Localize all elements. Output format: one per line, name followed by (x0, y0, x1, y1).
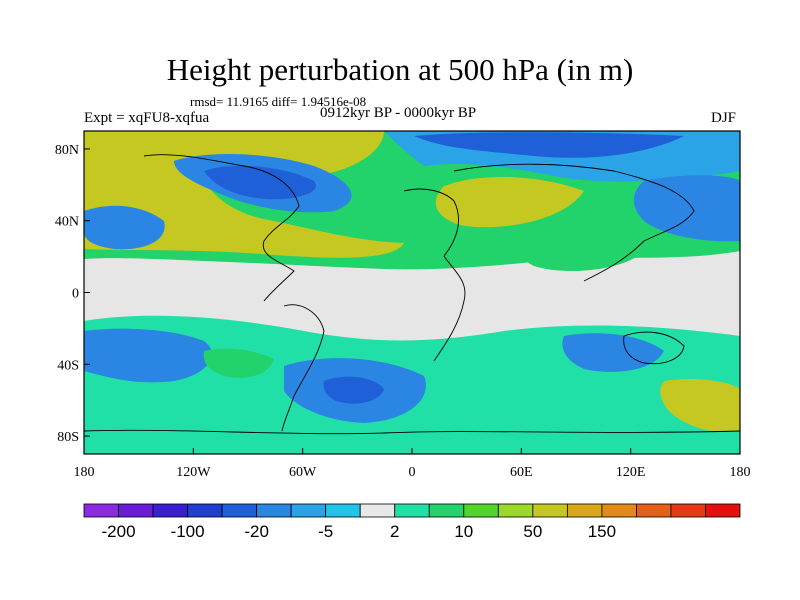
lon-tick-label: 0 (409, 465, 416, 480)
asia-green-patch (519, 239, 644, 271)
lon-tick-label: 60E (510, 465, 533, 480)
stats-text: rmsd= 11.9165 diff= 1.94516e-08 (190, 94, 367, 109)
colorbar-swatch (601, 503, 637, 518)
colorbar-swatch (497, 503, 534, 518)
antarctica-coast (84, 429, 740, 435)
colorbar-swatch (636, 503, 672, 518)
colorbar-labels: -200 -100 -20 -5 2 10 50 150 (102, 522, 617, 541)
colorbar-swatches (83, 503, 741, 518)
antarctic-band (84, 431, 740, 454)
colorbar-label: 2 (390, 522, 399, 541)
experiment-label: Expt = xqFU8-xqfua (84, 110, 210, 126)
colorbar-label: 50 (523, 522, 542, 541)
colorbar-swatch (463, 503, 499, 518)
australia-coast (623, 331, 685, 365)
colorbar-swatch (325, 503, 361, 518)
lon-tick-label: 180 (74, 465, 95, 480)
na-trough-core (204, 165, 316, 200)
npacific-trough (633, 175, 740, 242)
colorbar-label: -200 (102, 522, 136, 541)
season-label: DJF (711, 110, 737, 126)
colorbar-label: -5 (318, 522, 333, 541)
colorbar-label: -20 (244, 522, 269, 541)
lon-tick-label: 120E (616, 465, 646, 480)
colorbar-swatch (187, 503, 223, 518)
spacific-ridge (660, 378, 740, 433)
colorbar-swatch (359, 503, 396, 518)
colorbar: -200 -100 -20 -5 2 10 50 150 (83, 503, 741, 541)
lat-tick-label: 40S (57, 358, 79, 373)
field-layer (84, 131, 740, 454)
colorbar-swatch (670, 503, 706, 518)
coastlines (84, 154, 740, 435)
africa-europe-coast (403, 188, 466, 362)
satlantic-trough-core (323, 376, 384, 404)
lat-tick-label: 40N (55, 215, 79, 230)
lat-tick-label: 0 (72, 287, 79, 302)
north-america-coast (143, 154, 300, 302)
period-label: 0912kyr BP - 0000kyr BP (320, 105, 477, 121)
colorbar-label: 150 (588, 522, 616, 541)
lon-tick-label: 60W (289, 465, 317, 480)
eurasia-ridge (435, 176, 584, 228)
colorbar-swatch (83, 503, 119, 518)
west-pacific-trough (84, 205, 165, 250)
lat-tick-label: 80N (55, 143, 79, 158)
colorbar-swatch (221, 503, 258, 518)
indian-ocean-trough (562, 333, 664, 372)
lon-tick-label: 180 (730, 465, 751, 480)
latitude-axis: 80N 40N 0 40S 80S (55, 143, 90, 445)
colorbar-label: -100 (171, 522, 205, 541)
colorbar-swatch (290, 503, 327, 518)
lon-tick-label: 120W (176, 465, 211, 480)
colorbar-label: 10 (454, 522, 473, 541)
colorbar-swatch (152, 503, 188, 518)
colorbar-swatch (566, 503, 603, 518)
south-america-coast (281, 304, 325, 432)
arctic-trough-core (414, 132, 684, 158)
colorbar-swatch (256, 503, 292, 518)
map-plot: 80N 40N 0 40S 80S 180 120W 60W 0 60E 120E 180 (55, 130, 751, 480)
spacific-trough-west (84, 328, 213, 383)
colorbar-swatch (705, 503, 741, 518)
colorbar-swatch (532, 503, 568, 518)
colorbar-swatch (394, 503, 430, 518)
longitude-axis: 180 120W 60W 0 60E 120E 180 (74, 448, 751, 480)
map-title: Height perturbation at 500 hPa (in m) (166, 52, 634, 87)
colorbar-swatch (118, 503, 154, 518)
asia-coast (453, 163, 695, 282)
colorbar-swatch (428, 503, 465, 518)
se-pacific-positive (203, 348, 274, 378)
lat-tick-label: 80S (57, 430, 79, 445)
